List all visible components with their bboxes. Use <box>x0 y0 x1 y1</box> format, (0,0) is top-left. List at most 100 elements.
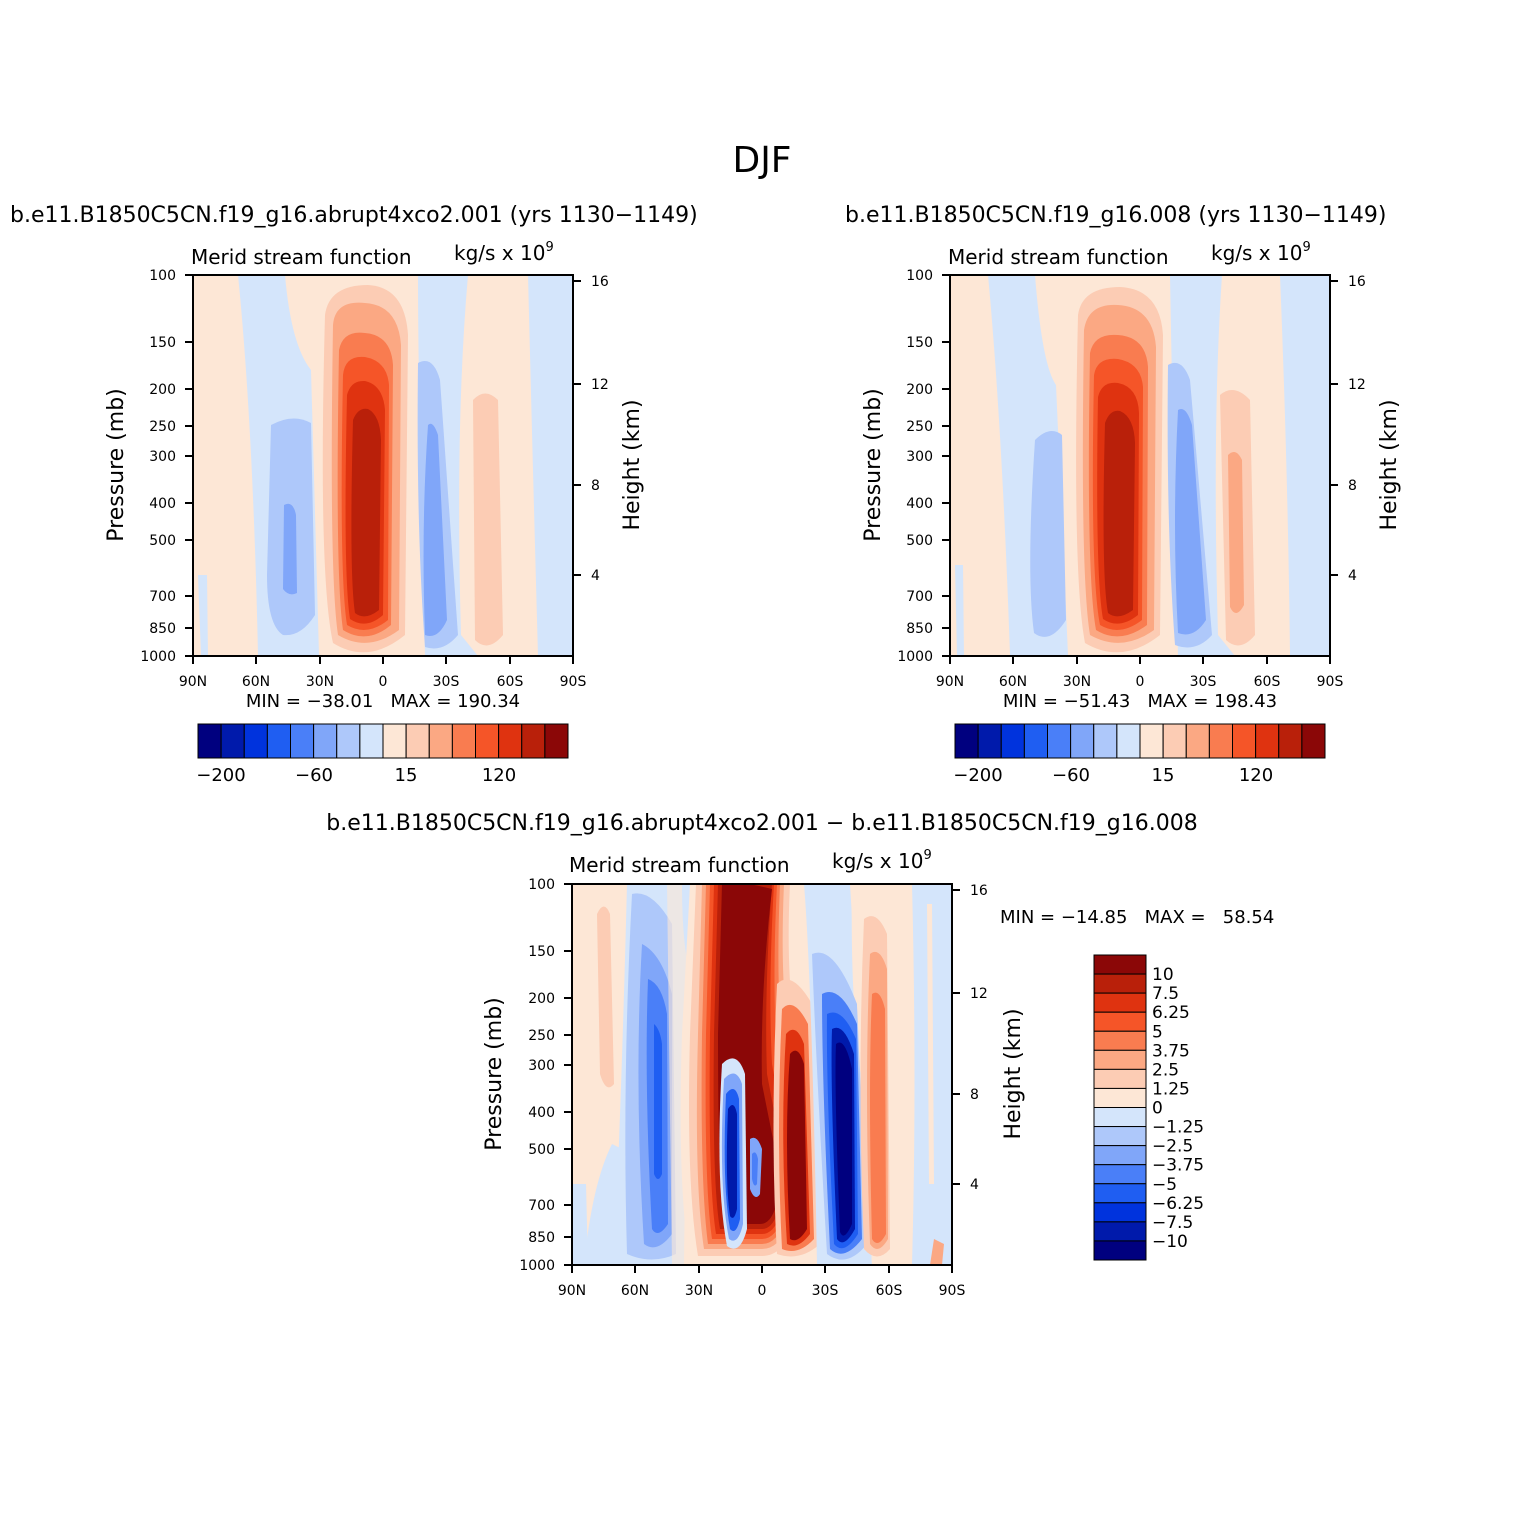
left-plot: 90N 60N 30N 0 30S 60S 90S 100 150 200 25… <box>104 268 645 712</box>
colorbar-label: −1.25 <box>1152 1118 1204 1138</box>
colorbar-label: 15 <box>1152 765 1175 786</box>
diff-units-text: kg/s x 10 <box>832 849 923 873</box>
tick-label: 300 <box>528 1058 555 1074</box>
colorbar-label: 5 <box>1152 1022 1163 1042</box>
tick-label: 4 <box>1348 568 1357 584</box>
colorbar-label: 2.5 <box>1152 1060 1179 1080</box>
colorbar-swatch <box>1301 723 1326 759</box>
colorbar-swatch <box>544 723 569 759</box>
tick-label: 16 <box>970 883 988 899</box>
right-subtitle: Merid stream function <box>948 245 1169 269</box>
colorbar-swatch <box>336 723 361 759</box>
colorbar-swatch <box>1093 1145 1147 1166</box>
tick-label: 90S <box>560 674 587 690</box>
colorbar-swatch <box>977 723 1002 759</box>
colorbar-label: −6.25 <box>1152 1194 1204 1214</box>
left-subtitle: Merid stream function <box>191 245 412 269</box>
colorbar-swatch <box>1093 992 1147 1013</box>
tick-label: 700 <box>149 589 176 605</box>
colorbar-label: 6.25 <box>1152 1003 1190 1023</box>
diff-units: kg/s x 109 <box>832 848 932 873</box>
right-units: kg/s x 109 <box>1211 240 1311 265</box>
tick-label: 500 <box>906 533 933 549</box>
left-units-text: kg/s x 10 <box>454 241 545 265</box>
right-ylabel: Pressure (mb) <box>861 388 886 542</box>
colorbar-label: 15 <box>395 765 418 786</box>
diff-subtitle: Merid stream function <box>569 853 790 877</box>
colorbar-swatch <box>1278 723 1303 759</box>
colorbar-swatch <box>1023 723 1048 759</box>
colorbar-swatch <box>1093 1049 1147 1070</box>
colorbar-swatch <box>1232 723 1257 759</box>
tick-label: 200 <box>528 991 555 1007</box>
colorbar-swatch <box>290 723 315 759</box>
left-panel-title: b.e11.B1850C5CN.f19_g16.abrupt4xco2.001 … <box>10 203 698 228</box>
tick-label: 1000 <box>519 1258 555 1274</box>
tick-label: 12 <box>970 986 988 1002</box>
colorbar-swatch <box>451 723 476 759</box>
colorbar-label: −10 <box>1152 1232 1188 1252</box>
diff-plot: 90N 60N 30N 0 30S 60S 90S 100 150 200 25… <box>482 877 1274 1299</box>
colorbar-swatch <box>1208 723 1233 759</box>
colorbar-swatch <box>521 723 546 759</box>
colorbar-swatch <box>1000 723 1025 759</box>
left-units: kg/s x 109 <box>454 240 554 265</box>
colorbar-swatch <box>1116 723 1141 759</box>
colorbar-swatch <box>313 723 338 759</box>
colorbar-swatch <box>1093 1087 1147 1108</box>
colorbar-swatch <box>1093 1240 1147 1261</box>
colorbar-swatch <box>266 723 291 759</box>
colorbar-swatch <box>1255 723 1280 759</box>
colorbar-swatch <box>382 723 407 759</box>
tick-label: 500 <box>149 533 176 549</box>
diff-min-max: MIN = −14.85 MAX = 58.54 <box>1000 907 1274 928</box>
tick-label: 150 <box>906 335 933 351</box>
colorbar-label: 10 <box>1152 965 1174 985</box>
colorbar-label: −5 <box>1152 1175 1177 1195</box>
colorbar-label: −60 <box>295 765 333 786</box>
colorbar-label: −60 <box>1052 765 1090 786</box>
tick-label: 700 <box>528 1198 555 1214</box>
colorbar-swatch <box>1185 723 1210 759</box>
colorbar-swatch <box>1162 723 1187 759</box>
tick-label: 400 <box>906 496 933 512</box>
tick-label: 250 <box>528 1028 555 1044</box>
colorbar-swatch <box>1093 1011 1147 1032</box>
tick-label: 8 <box>970 1087 979 1103</box>
tick-label: 90N <box>179 674 207 690</box>
colorbar-swatch <box>1070 723 1095 759</box>
colorbar-swatch <box>1093 1030 1147 1051</box>
tick-label: 100 <box>528 877 555 893</box>
tick-label: 60N <box>242 674 270 690</box>
colorbar-swatch <box>1093 954 1147 975</box>
tick-label: 60N <box>621 1283 649 1299</box>
colorbar-swatch <box>405 723 430 759</box>
colorbar-swatch <box>1093 1107 1147 1128</box>
left-units-exp: 9 <box>545 240 553 255</box>
left-y2-tick-labels: 16 12 8 4 <box>591 274 609 584</box>
tick-label: 8 <box>1348 478 1357 494</box>
colorbar-label: −200 <box>953 765 1002 786</box>
colorbar-swatch <box>1047 723 1072 759</box>
tick-label: 60S <box>497 674 524 690</box>
tick-label: 12 <box>1348 377 1366 393</box>
colorbar-swatch <box>359 723 384 759</box>
colorbar-swatch <box>475 723 500 759</box>
colorbar-swatch <box>1093 1164 1147 1185</box>
tick-label: 500 <box>528 1142 555 1158</box>
diff-units-exp: 9 <box>923 848 931 863</box>
tick-label: 60N <box>999 674 1027 690</box>
colorbar-label: 120 <box>482 765 516 786</box>
colorbar-swatch <box>1093 723 1118 759</box>
tick-label: 0 <box>758 1283 767 1299</box>
tick-label: 30S <box>812 1283 839 1299</box>
tick-label: 4 <box>591 568 600 584</box>
right-plot: 90N 60N 30N 0 30S 60S 90S 100 150 200 25… <box>861 268 1402 712</box>
diff-y2-tick-labels: 16 12 8 4 <box>970 883 988 1193</box>
right-ticks <box>942 274 1338 664</box>
tick-label: 400 <box>528 1105 555 1121</box>
tick-label: 1000 <box>897 649 933 665</box>
tick-label: 150 <box>149 335 176 351</box>
diff-y-tick-labels: 100 150 200 250 300 400 500 700 850 1000 <box>519 877 555 1274</box>
